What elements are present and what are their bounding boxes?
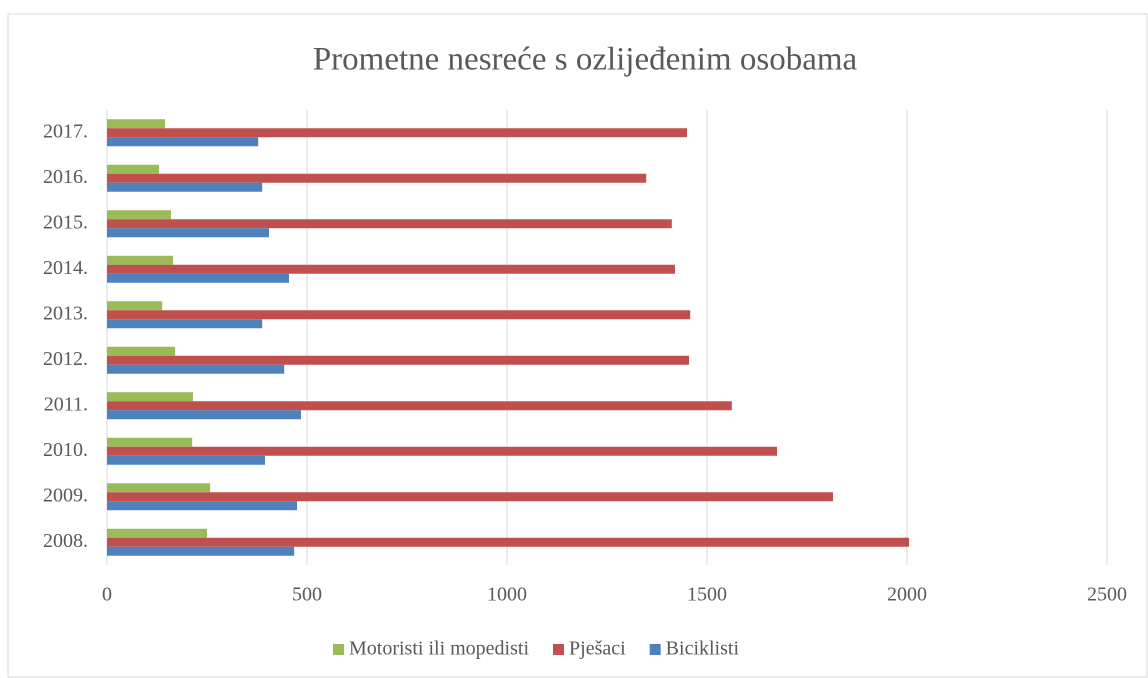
y-tick-label: 2011.	[44, 393, 88, 415]
y-tick-label: 2013.	[43, 302, 88, 324]
bar	[107, 483, 211, 493]
bar	[107, 437, 193, 447]
bar	[107, 228, 269, 238]
x-tick-label: 0	[102, 584, 112, 606]
bar	[107, 128, 687, 138]
y-tick-label: 2015.	[43, 211, 88, 233]
bar	[107, 273, 289, 283]
bar	[107, 501, 297, 511]
y-tick-label: 2014.	[43, 257, 88, 279]
bar	[107, 446, 777, 456]
bar	[107, 301, 163, 311]
bar	[107, 392, 193, 402]
bar	[107, 264, 675, 274]
legend-swatch	[553, 644, 565, 655]
x-tick-label: 1500	[687, 584, 727, 606]
bar	[107, 455, 265, 465]
bar	[107, 364, 285, 374]
bar	[107, 401, 732, 411]
bar	[107, 355, 689, 365]
bar	[107, 137, 259, 147]
bar	[107, 492, 833, 502]
bar	[107, 310, 691, 320]
y-tick-label: 2010.	[43, 439, 88, 461]
legend-label: Motoristi ili mopedisti	[349, 638, 529, 660]
bar	[107, 528, 207, 538]
chart-border	[7, 13, 1148, 678]
bar	[107, 546, 295, 556]
legend-swatch	[649, 644, 661, 655]
legend-label: Biciklisti	[666, 638, 740, 660]
bar	[107, 219, 672, 229]
y-tick-label: 2012.	[43, 348, 88, 370]
bar	[107, 410, 301, 420]
chart-title: Prometne nesreće s ozlijeđenim osobama	[313, 42, 858, 78]
x-tick-label: 2500	[1087, 584, 1127, 606]
bar	[107, 182, 263, 192]
y-tick-label: 2008.	[43, 530, 88, 552]
bar	[107, 255, 173, 265]
x-tick-label: 2000	[887, 584, 927, 606]
x-tick-label: 500	[292, 584, 322, 606]
y-tick-label: 2009.	[43, 484, 88, 506]
bar	[107, 164, 159, 174]
legend-swatch	[333, 644, 344, 655]
x-tick-label: 1000	[487, 584, 527, 606]
bar	[107, 319, 263, 329]
bar	[107, 210, 171, 220]
bar	[107, 537, 909, 547]
y-tick-label: 2016.	[43, 166, 88, 188]
bar	[107, 346, 175, 356]
y-tick-label: 2017.	[43, 120, 88, 142]
bar	[107, 173, 647, 183]
legend-label: Pješaci	[569, 638, 626, 660]
bar	[107, 119, 165, 129]
